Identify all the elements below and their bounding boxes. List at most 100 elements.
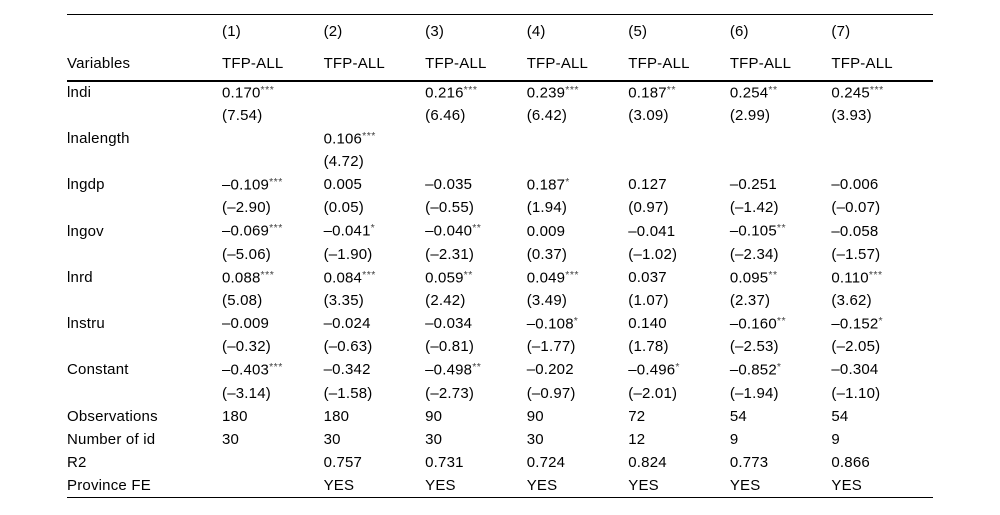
cell: 90 [425,407,443,425]
cell: –0.108* [526,314,579,333]
significance-stars: ** [666,83,676,96]
row-label: R2 [67,454,87,472]
cell: (6.46) [425,106,466,124]
cell [222,127,324,150]
row-label [67,289,222,312]
row-label: lnstru [67,315,105,333]
row-label: lnalength [67,129,130,147]
cell: 0.824 [628,454,667,472]
significance-stars: *** [868,268,883,281]
cell: 0.009 [526,222,566,240]
table-row: Observations 180 180 90 90 72 54 54 [67,405,933,428]
table-row: lnalength 0.106*** [67,127,933,150]
cell [324,81,426,104]
cell: YES [628,476,659,494]
cell: (2.99) [729,106,771,124]
significance-stars: * [776,361,782,374]
cell: 0.059** [425,268,473,287]
cell: –0.304 [831,361,879,379]
cell: (1.07) [628,291,669,309]
row-label: Constant [67,361,129,379]
cell: 0.037 [628,268,667,286]
cell: –0.034 [425,315,473,333]
cell: 0.187* [526,175,570,194]
row-label: Number of id [67,430,156,448]
cell: 0.773 [729,454,769,472]
table-body: lndi 0.170*** 0.216*** 0.239*** 0.187** 0.254… [67,81,933,498]
column-number-1: (1) [222,22,241,40]
cell: (7.54) [222,106,263,124]
significance-stars: ** [463,268,473,281]
cell: 0.049*** [526,268,579,287]
cell [222,150,324,173]
row-label [67,243,222,266]
table-row: lndi 0.170*** 0.216*** 0.239*** 0.187** 0.254… [67,81,933,104]
cell: –0.109*** [222,175,283,194]
cell: –0.058 [831,222,879,240]
cell [324,104,426,127]
cell: –0.152* [831,314,884,333]
cell: 0.731 [425,454,464,472]
cell: –0.069*** [222,222,283,240]
column-number-3: (3) [425,22,445,40]
significance-stars: *** [565,83,579,96]
cell: 0.088*** [222,268,275,287]
table-row: lngdp –0.109*** 0.005 –0.035 0.187* 0.127 –0.2… [67,173,933,196]
cell [628,150,730,173]
cell: –0.342 [323,361,371,379]
significance-stars: * [878,314,884,327]
cell: (–3.14) [222,384,271,402]
cell: (–0.97) [526,384,576,402]
cell: YES [425,476,456,494]
cell: –0.852* [729,361,782,379]
cell: (–2.53) [729,338,779,356]
cell: (0.37) [526,245,568,263]
cell: 0.127 [628,176,667,194]
cell: 0.170*** [222,83,275,102]
corner-cell [67,15,222,48]
table-row: Province FE YES YES YES YES YES YES [67,474,933,497]
cell: 0.216*** [425,83,478,102]
cell: –0.006 [831,176,879,194]
cell: 30 [526,430,544,448]
cell: (–5.06) [222,245,271,263]
cell: 0.005 [323,176,363,194]
dep-var-row: Variables TFP-ALL TFP-ALL TFP-ALL TFP-ALL TF… [67,48,933,81]
cell: YES [831,476,862,494]
cell: –0.251 [729,176,777,194]
cell: 54 [831,407,849,425]
cell [628,127,730,150]
cell: 30 [425,430,443,448]
cell: –0.496* [628,361,680,379]
cell [527,127,629,150]
significance-stars: ** [472,222,482,235]
significance-stars: * [370,222,376,235]
cell: (3.62) [831,291,872,309]
variables-header-label: Variables [67,55,131,72]
cell: –0.009 [222,315,270,333]
cell: –0.035 [425,176,473,194]
cell: (6.42) [526,106,568,124]
cell: (0.05) [323,199,364,217]
row-label: Observations [67,407,158,425]
cell: (–2.31) [425,245,475,263]
cell: (–0.55) [425,199,475,217]
cell: 0.757 [323,454,363,472]
significance-stars: *** [565,268,579,281]
cell: 12 [628,430,646,448]
dep-var-header-1: TFP-ALL [222,55,284,72]
column-number-2: (2) [323,22,343,40]
cell: 0.095** [729,268,778,287]
table-row: (–5.06) (–1.90) (–2.31) (0.37) (–1.02) (–2.34… [67,243,933,266]
cell: (–2.90) [222,199,271,217]
significance-stars: * [565,175,570,188]
cell: 9 [831,430,840,448]
cell: –0.024 [323,315,371,333]
table-row: R2 0.757 0.731 0.724 0.824 0.773 0.866 [67,451,933,474]
significance-stars: ** [472,361,482,374]
dep-var-header-6: TFP-ALL [729,55,792,72]
table-row: lnrd 0.088*** 0.084*** 0.059** 0.049*** 0.037… [67,266,933,289]
cell: (–2.34) [729,245,779,263]
row-label [67,382,222,405]
cell: (3.49) [526,291,568,309]
